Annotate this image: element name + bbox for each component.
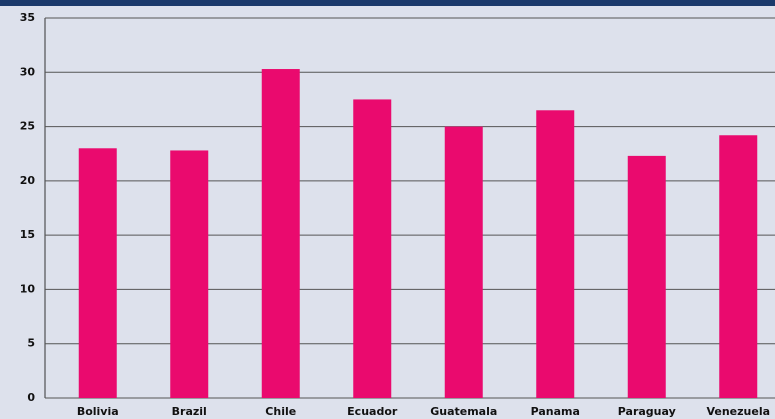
bar — [719, 135, 758, 398]
x-tick-label: Chile — [265, 405, 296, 418]
y-tick-label: 25 — [20, 120, 35, 133]
x-tick-label: Ecuador — [347, 405, 398, 418]
top-band — [0, 0, 775, 6]
bar — [353, 99, 392, 398]
bar — [444, 126, 483, 399]
x-tick-label: Panama — [531, 405, 580, 418]
bar — [78, 148, 117, 398]
bar — [627, 155, 666, 398]
y-tick-label: 30 — [20, 65, 36, 78]
bar — [261, 69, 300, 399]
bar — [536, 110, 575, 399]
y-tick-label: 35 — [20, 11, 35, 24]
y-tick-label: 15 — [20, 228, 35, 241]
x-tick-label: Venezuela — [706, 405, 770, 418]
x-tick-label: Paraguay — [618, 405, 676, 418]
x-tick-label: Brazil — [172, 405, 207, 418]
y-tick-label: 20 — [20, 174, 36, 187]
y-tick-label: 10 — [20, 282, 36, 295]
x-tick-label: Bolivia — [77, 405, 119, 418]
x-tick-label: Guatemala — [430, 405, 497, 418]
y-tick-label: 0 — [27, 391, 35, 404]
y-tick-label: 5 — [27, 337, 35, 350]
bar — [170, 150, 209, 398]
